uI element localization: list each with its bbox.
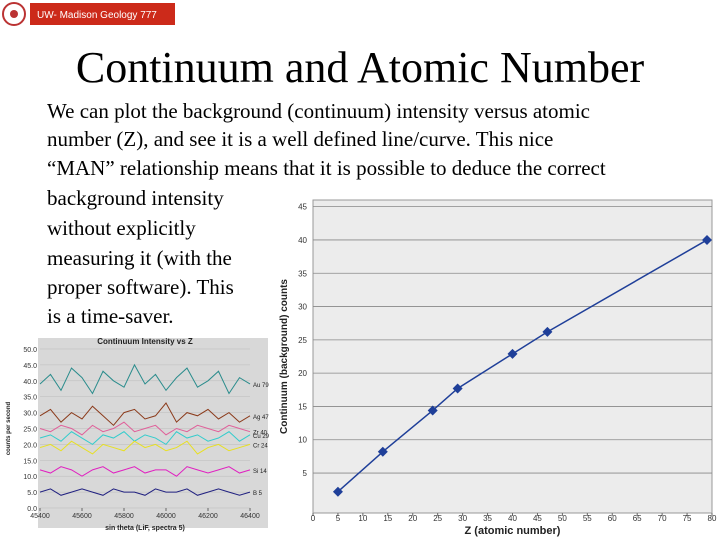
x-tick-label: 40	[508, 514, 517, 523]
y-axis-label: counts per second	[6, 401, 12, 455]
x-tick-label: 80	[708, 514, 717, 523]
x-tick-label: 45400	[30, 513, 50, 520]
series-line	[39, 488, 251, 496]
y-tick-label: 30	[298, 303, 307, 312]
body-line: proper software). This	[47, 275, 234, 299]
marker	[332, 486, 343, 497]
y-tick-label: 50.0	[23, 347, 37, 354]
y-tick-label: 0.0	[27, 506, 37, 513]
y-tick-label: 20.0	[23, 442, 37, 449]
series-line	[39, 402, 251, 427]
x-tick-label: 35	[483, 514, 492, 523]
y-tick-label: 35.0	[23, 395, 37, 402]
y-tick-label: 25	[298, 336, 307, 345]
series-line	[39, 466, 251, 477]
series-line	[39, 440, 251, 455]
y-tick-label: 10.0	[23, 474, 37, 481]
series-label: Cr 24	[253, 443, 268, 449]
series-line	[39, 363, 251, 395]
series-label: Si 14	[253, 469, 267, 475]
y-tick-label: 15	[298, 402, 307, 411]
y-tick-label: 45.0	[23, 363, 37, 370]
y-tick-label: 20	[298, 369, 307, 378]
marker	[542, 326, 553, 337]
series-label: B 5	[253, 491, 263, 497]
header-label: UW- Madison Geology 777	[37, 10, 157, 21]
x-tick-label: 45600	[72, 513, 92, 520]
x-tick-label: 10	[358, 514, 367, 523]
series-label: Zr 40	[253, 431, 268, 437]
logo-dot	[10, 10, 18, 18]
body-line: measuring it (with the	[47, 246, 232, 270]
slide-title: Continuum and Atomic Number	[76, 43, 645, 92]
y-tick-label: 40.0	[23, 379, 37, 386]
x-tick-label: 20	[408, 514, 417, 523]
y-axis-label: Continuum (background) counts	[279, 279, 290, 434]
y-tick-label: 35	[298, 269, 307, 278]
x-tick-label: 75	[683, 514, 692, 523]
y-tick-label: 15.0	[23, 458, 37, 465]
body-line: We can plot the background (continuum) i…	[47, 99, 590, 123]
x-axis-label: Z (atomic number)	[465, 525, 561, 537]
x-tick-label: 15	[383, 514, 392, 523]
y-tick-label: 45	[298, 203, 307, 212]
series-line	[39, 421, 251, 436]
x-tick-label: 45800	[114, 513, 134, 520]
x-tick-label: 46200	[198, 513, 218, 520]
body-line: “MAN” relationship means that it is poss…	[47, 156, 606, 180]
series-label: Cu 29	[253, 434, 270, 440]
x-tick-label: 46000	[156, 513, 176, 520]
x-tick-label: 70	[658, 514, 667, 523]
x-tick-label: 50	[558, 514, 567, 523]
x-tick-label: 25	[433, 514, 442, 523]
x-tick-label: 46400	[240, 513, 260, 520]
y-tick-label: 25.0	[23, 427, 37, 434]
series-label: Au 79	[253, 383, 269, 389]
body-line: without explicitly	[47, 216, 196, 240]
x-tick-label: 65	[633, 514, 642, 523]
x-tick-label: 30	[458, 514, 467, 523]
marker	[452, 383, 463, 394]
marker	[507, 348, 518, 359]
body-line: is a time-saver.	[47, 304, 174, 328]
chart-title: Continuum Intensity vs Z	[97, 337, 193, 346]
series-label: Ag 47	[253, 415, 269, 421]
marker	[427, 405, 438, 416]
x-axis-label: sin theta (LiF, spectra 5)	[105, 525, 185, 532]
header-box	[30, 3, 175, 25]
y-tick-label: 5	[303, 469, 308, 478]
series-line	[39, 431, 251, 446]
body-line: background intensity	[47, 186, 224, 210]
y-tick-label: 30.0	[23, 411, 37, 418]
x-tick-label: 55	[583, 514, 592, 523]
x-tick-label: 0	[311, 514, 316, 523]
x-tick-label: 45	[533, 514, 542, 523]
body-line: number (Z), and see it is a well defined…	[47, 127, 553, 151]
x-tick-label: 5	[336, 514, 341, 523]
marker	[702, 234, 713, 245]
x-tick-label: 60	[608, 514, 617, 523]
y-tick-label: 40	[298, 236, 307, 245]
marker	[377, 446, 388, 457]
left-chart-bg	[38, 338, 268, 528]
y-tick-label: 5.0	[27, 490, 37, 497]
y-tick-label: 10	[298, 436, 307, 445]
